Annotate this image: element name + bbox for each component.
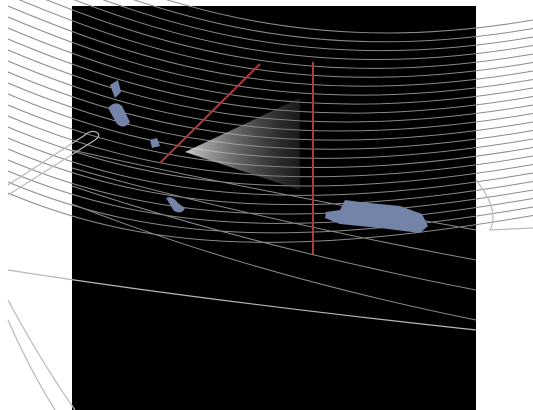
contour (7, 299, 76, 410)
contour (45, 0, 533, 69)
contour (7, 319, 56, 410)
contour (7, 38, 533, 114)
contour (165, 0, 533, 34)
contour (7, 269, 477, 331)
contour (7, 115, 533, 178)
contour (475, 179, 533, 231)
contour (7, 126, 533, 187)
contour (7, 192, 533, 243)
section-line (159, 63, 261, 164)
contour (7, 60, 533, 132)
contour (7, 27, 533, 105)
contour (71, 185, 477, 291)
building (150, 138, 160, 148)
view-cone (185, 98, 300, 190)
contour (18, 0, 533, 78)
contour (133, 0, 533, 43)
contour (102, 0, 533, 52)
contour (7, 148, 533, 206)
contour (73, 0, 533, 60)
building (166, 197, 185, 213)
contour (7, 170, 533, 224)
buildings (108, 80, 428, 233)
contour (71, 203, 477, 321)
building (108, 103, 130, 127)
contour (7, 181, 533, 234)
contour (7, 137, 533, 196)
building (110, 80, 121, 98)
contours (7, 0, 533, 321)
contour (7, 16, 533, 96)
map-area (72, 6, 476, 410)
contour (7, 49, 533, 123)
contour (7, 159, 533, 215)
contour (7, 5, 533, 87)
contour (71, 167, 477, 261)
road (7, 130, 100, 196)
outer-lines (7, 130, 533, 410)
building (325, 200, 428, 233)
